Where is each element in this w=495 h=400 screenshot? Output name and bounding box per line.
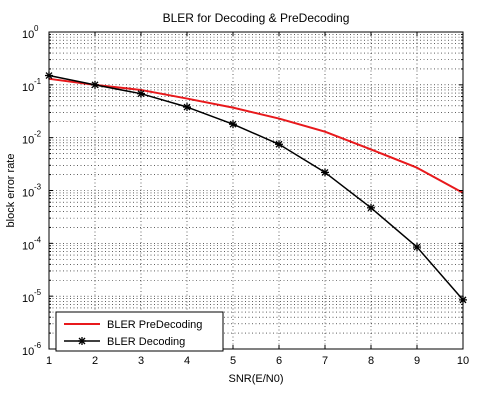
y-tick-label-base: 10 [22,82,34,94]
series-line [48,77,464,194]
data-point [413,243,421,252]
x-tick-label: 1 [46,355,52,367]
legend-box [55,311,224,352]
y-tick-label-exponent: -5 [34,288,42,297]
y-tick-label: 10-4 [22,235,42,252]
y-tick-label-exponent: 0 [34,24,39,33]
series-layer [45,71,467,304]
y-tick-label-base: 10 [22,188,34,200]
y-tick-label-base: 10 [22,346,34,358]
x-tick-label: 10 [457,355,469,367]
y-tick-label-exponent: -6 [34,341,42,350]
y-tick-label-base: 10 [22,29,34,41]
y-tick-label-exponent: -3 [34,183,42,192]
legend-marker-decoding [78,337,86,345]
data-point [137,89,145,98]
y-tick-label: 10-2 [22,130,42,147]
data-point [91,80,99,89]
data-point [367,203,375,212]
legend-label-decoding: BLER Decoding [107,336,185,348]
y-tick-label: 10-5 [22,288,42,305]
series-line [48,74,464,301]
legend-star-marker [78,337,86,345]
x-tick-label: 6 [276,355,282,367]
data-point [183,103,191,112]
y-tick-label-base: 10 [22,293,34,305]
data-point [321,168,329,177]
data-point [229,120,237,129]
data-point [275,140,283,149]
x-tick-label: 5 [230,355,236,367]
y-tick-label-exponent: -4 [34,235,42,244]
axis-ticks [48,32,464,350]
series-0 [48,77,464,194]
x-axis-label: SNR(E/N0) [228,373,283,385]
y-tick-label-exponent: -2 [34,130,42,139]
y-tick-label-exponent: -1 [34,77,42,86]
y-tick-label-base: 10 [22,135,34,147]
y-tick-label: 10-3 [22,183,42,200]
legend-label-predecoding: BLER PreDecoding [107,319,202,331]
y-tick-label: 10-6 [22,341,42,358]
x-tick-label: 2 [92,355,98,367]
x-tick-label: 7 [322,355,328,367]
x-tick-label: 9 [414,355,420,367]
x-tick-labels: 1 2 3 4 5 6 7 8 9 10 [46,355,469,367]
y-tick-label-base: 10 [22,240,34,252]
x-tick-label: 3 [138,355,144,367]
chart-title: BLER for Decoding & PreDecoding [163,11,350,25]
grid-lines [49,32,463,349]
legend: BLER PreDecoding BLER Decoding [55,311,224,352]
x-tick-label: 8 [368,355,374,367]
y-axis-label: block error rate [5,154,17,228]
y-tick-label: 100 [22,24,39,41]
x-tick-label: 4 [184,355,190,367]
y-tick-label: 10-1 [22,77,42,94]
